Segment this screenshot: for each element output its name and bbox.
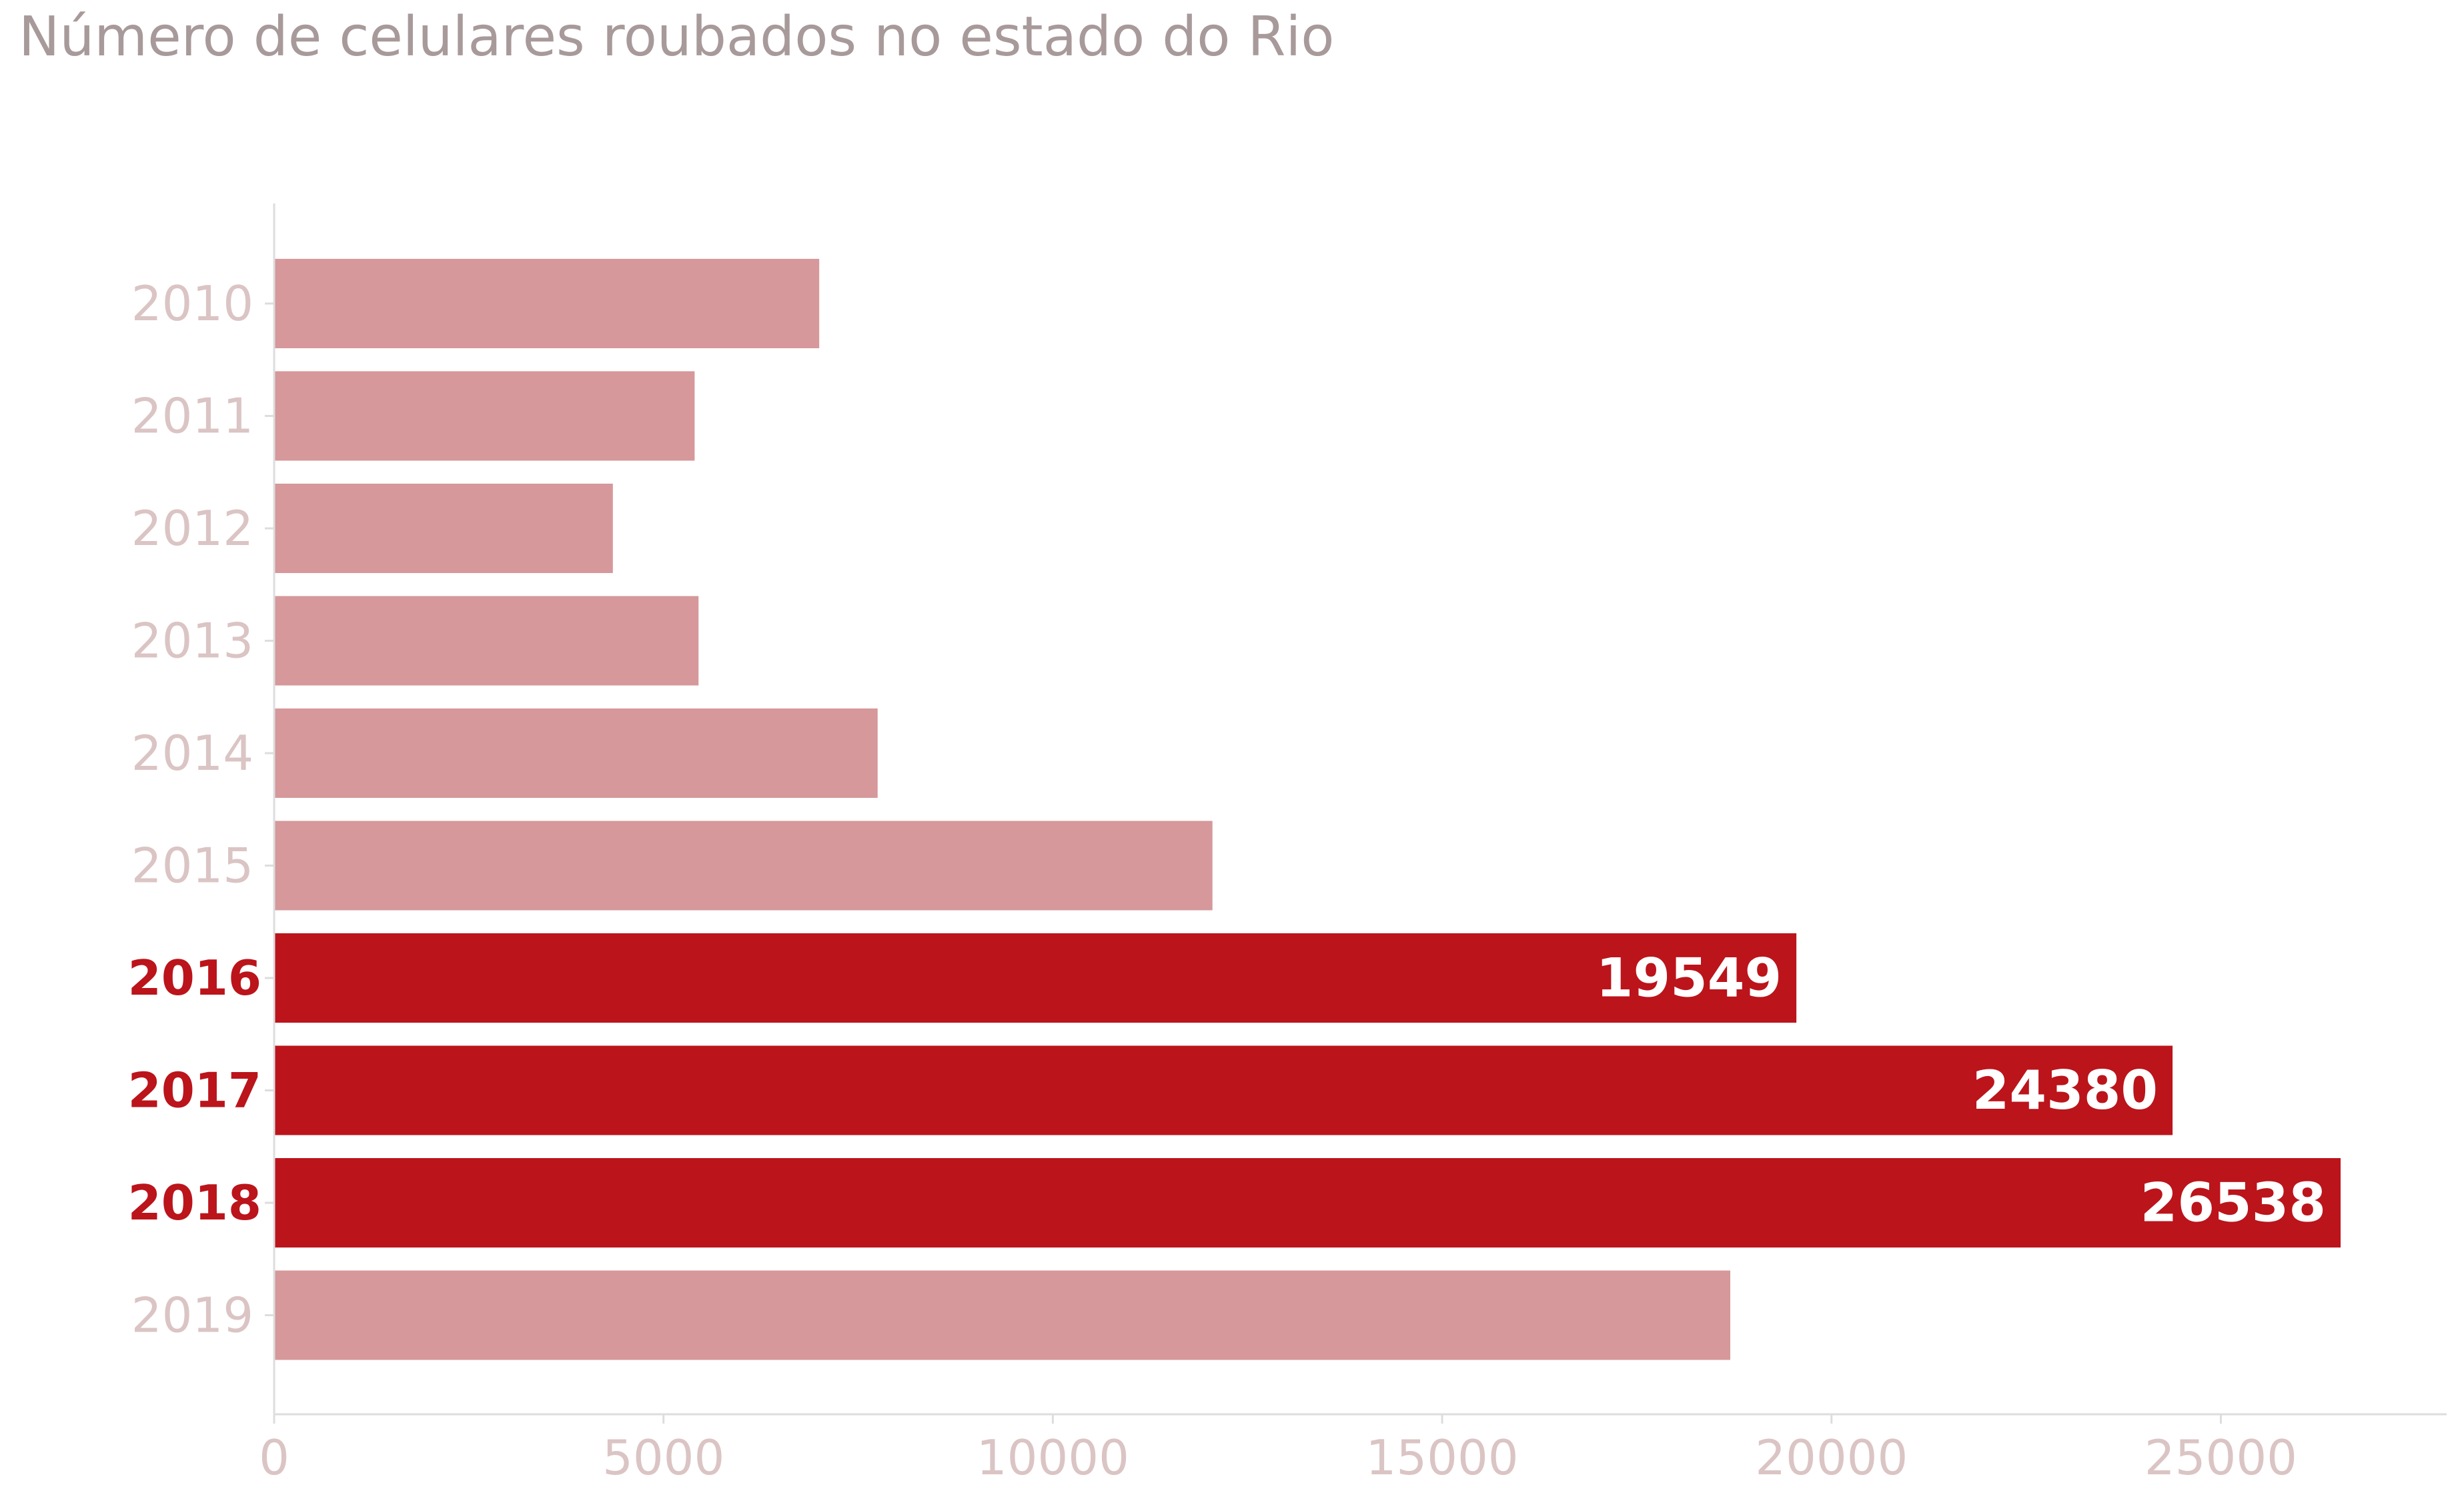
x-tick-label-10000: 10000	[977, 1430, 1129, 1486]
data-label-2016: 19549	[1596, 947, 1782, 1009]
x-tick-label-0: 0	[259, 1430, 289, 1486]
y-tick-label-2012: 2012	[131, 500, 253, 556]
data-labels: 19549 24380 26538	[1596, 947, 2326, 1234]
y-tick-labels: 2010 2011 2012 2013 2014 2015 2016 2017 2018 2019	[128, 276, 274, 1344]
bars-layer	[274, 259, 2341, 1360]
chart-title: Número de celulares roubados no estado d…	[19, 5, 1335, 69]
y-tick-label-2018: 2018	[128, 1175, 261, 1231]
x-tick-label-25000: 25000	[2144, 1430, 2297, 1486]
bar-2013	[274, 596, 699, 686]
x-tick-label-5000: 5000	[602, 1430, 724, 1486]
y-tick-label-2019: 2019	[131, 1288, 253, 1344]
y-tick-label-2017: 2017	[128, 1063, 261, 1119]
x-tick-label-15000: 15000	[1366, 1430, 1519, 1486]
data-label-2018: 26538	[2140, 1172, 2326, 1234]
bar-2016	[274, 933, 1797, 1023]
data-label-2017: 24380	[1972, 1059, 2158, 1121]
y-tick-label-2013: 2013	[131, 613, 253, 669]
bar-2010	[274, 259, 820, 348]
bar-2011	[274, 371, 695, 461]
x-tick-label-20000: 20000	[1755, 1430, 1908, 1486]
y-tick-label-2015: 2015	[131, 838, 253, 894]
bar-2015	[274, 821, 1213, 911]
axes-layer	[273, 203, 2447, 1416]
y-tick-label-2010: 2010	[131, 276, 253, 332]
x-tick-labels: 0 5000 10000 15000 20000 25000	[259, 1414, 2297, 1486]
bar-2014	[274, 708, 878, 798]
bar-2012	[274, 484, 613, 573]
y-tick-label-2016: 2016	[128, 950, 261, 1006]
bar-2019	[274, 1270, 1731, 1360]
y-tick-label-2014: 2014	[131, 725, 253, 781]
bar-2018	[274, 1158, 2341, 1247]
y-tick-label-2011: 2011	[131, 388, 253, 444]
bar-2017	[274, 1045, 2173, 1135]
